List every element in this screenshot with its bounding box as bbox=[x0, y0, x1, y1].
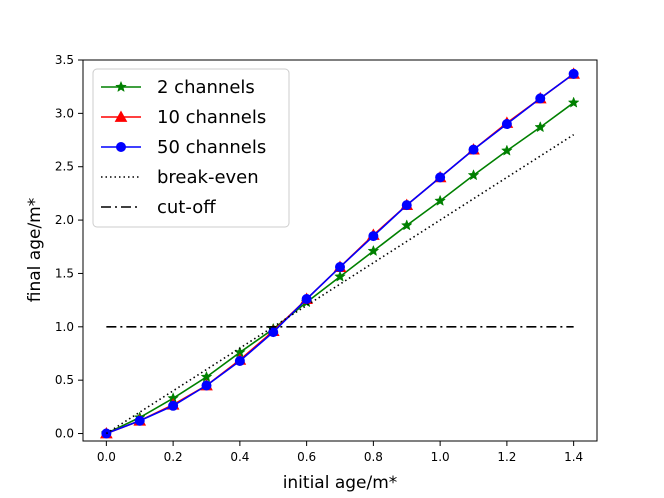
data-point bbox=[501, 144, 513, 156]
series-50-channels bbox=[101, 68, 579, 439]
data-point bbox=[234, 355, 245, 366]
data-point bbox=[368, 231, 379, 242]
data-point bbox=[134, 415, 145, 426]
legend-label: break-even bbox=[157, 167, 259, 188]
x-axis: 0.0 0.2 0.4 0.6 0.8 1.0 1.2 1.4 bbox=[97, 441, 583, 464]
data-point bbox=[168, 400, 179, 411]
y-tick-label: 1.0 bbox=[55, 320, 74, 334]
series-2-channels bbox=[100, 96, 580, 439]
data-point bbox=[201, 380, 212, 391]
data-point bbox=[535, 93, 546, 104]
y-tick-label: 2.0 bbox=[55, 213, 74, 227]
legend: 2 channels 10 channels 50 channels break-ev… bbox=[92, 68, 290, 228]
legend-label: 50 channels bbox=[157, 137, 266, 158]
x-tick-label: 0.8 bbox=[364, 450, 383, 464]
y-tick-label: 3.5 bbox=[55, 53, 74, 67]
data-point bbox=[401, 200, 412, 211]
legend-marker bbox=[114, 110, 128, 122]
x-tick-label: 0.2 bbox=[164, 450, 183, 464]
x-tick-label: 0.0 bbox=[97, 450, 116, 464]
x-tick-label: 1.2 bbox=[497, 450, 516, 464]
data-point bbox=[567, 96, 580, 108]
data-point bbox=[334, 270, 346, 282]
plot-frame bbox=[82, 59, 598, 442]
data-point bbox=[268, 327, 279, 338]
y-tick-label: 2.5 bbox=[55, 160, 74, 174]
data-point bbox=[301, 294, 312, 305]
data-point bbox=[435, 172, 446, 183]
data-point bbox=[467, 169, 480, 181]
legend-box bbox=[92, 68, 290, 228]
data-point bbox=[534, 121, 547, 133]
x-tick-label: 1.0 bbox=[431, 450, 450, 464]
x-axis-label: initial age/m* bbox=[283, 473, 398, 493]
y-axis: 0.0 0.5 1.0 1.5 2.0 2.5 3.0 3.5 bbox=[55, 53, 83, 441]
legend-label: 10 channels bbox=[157, 107, 266, 128]
legend-label: cut-off bbox=[157, 197, 216, 218]
y-tick-label: 0.5 bbox=[55, 373, 74, 387]
x-tick-label: 0.4 bbox=[230, 450, 249, 464]
y-tick-label: 3.0 bbox=[55, 106, 74, 120]
y-tick-label: 0.0 bbox=[55, 427, 74, 441]
y-axis-label: final age/m* bbox=[25, 198, 45, 302]
x-tick-label: 1.4 bbox=[564, 450, 583, 464]
legend-marker bbox=[115, 80, 127, 92]
data-point bbox=[367, 244, 380, 257]
x-tick-label: 0.6 bbox=[297, 450, 316, 464]
data-point bbox=[501, 119, 512, 130]
legend-marker bbox=[116, 142, 126, 152]
legend-label: 2 channels bbox=[157, 77, 255, 98]
data-point bbox=[400, 219, 413, 231]
y-tick-label: 1.5 bbox=[55, 266, 74, 280]
plot-area bbox=[100, 67, 580, 439]
data-point bbox=[434, 194, 447, 206]
data-point bbox=[335, 262, 345, 273]
data-point bbox=[568, 68, 579, 79]
data-point bbox=[468, 144, 479, 155]
